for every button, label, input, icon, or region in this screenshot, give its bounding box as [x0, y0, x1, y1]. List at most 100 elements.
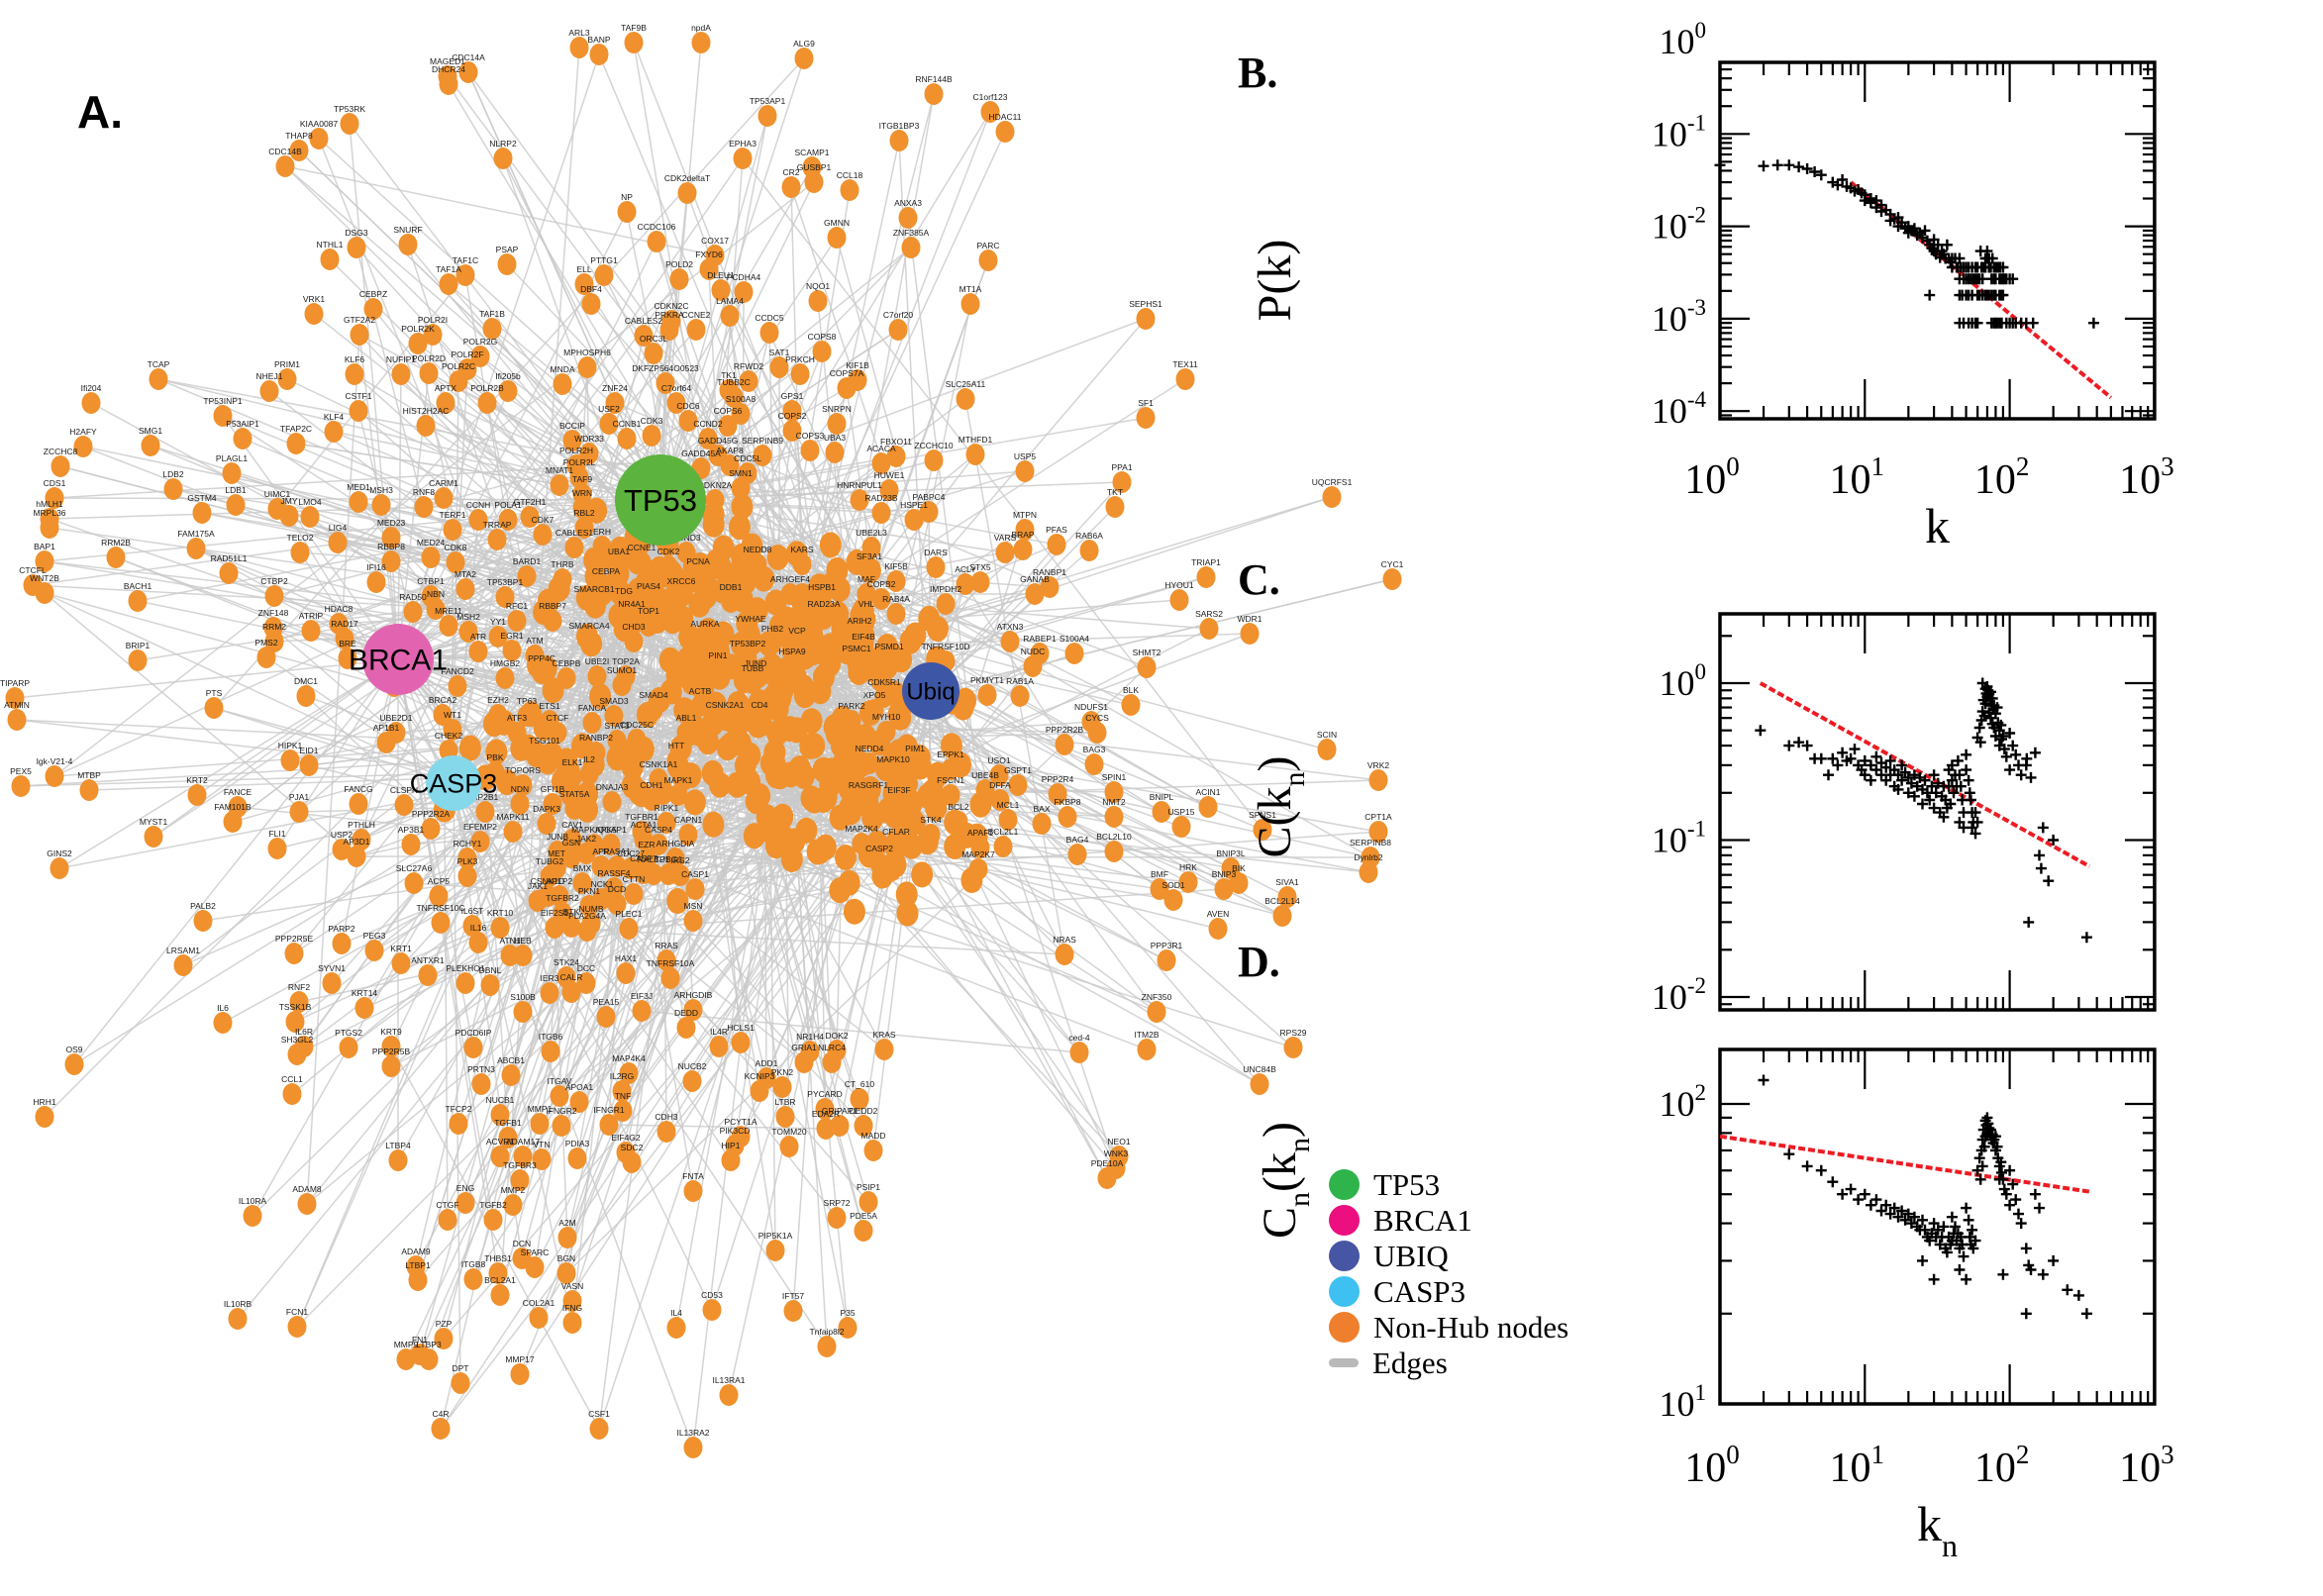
network-node: [956, 573, 975, 595]
network-node: [339, 1037, 358, 1058]
network-node-label: LMO4: [298, 497, 321, 507]
network-node: [604, 877, 624, 899]
network-node-label: MAPK1: [664, 775, 693, 785]
network-node-label: S100A8: [726, 394, 757, 404]
data-point: [1905, 777, 1917, 789]
network-node-label: ADAM9: [401, 1247, 431, 1256]
network-node-label: DCN: [513, 1239, 531, 1248]
data-point: [2027, 317, 2039, 329]
data-point: [1934, 807, 1946, 819]
network-node-label: PPP3R1: [1151, 941, 1183, 950]
data-point: [1983, 289, 1995, 301]
data-point: [2029, 1188, 2041, 1200]
axis-ticks: [1718, 614, 2156, 1010]
network-node-label: PBK: [486, 752, 503, 762]
data-point: [1865, 197, 1876, 209]
data-point: [2004, 1164, 2016, 1176]
data-point: [1963, 317, 1974, 329]
network-node-label: DCD: [608, 884, 626, 894]
network-node: [567, 1147, 587, 1169]
data-point: [1837, 747, 1849, 758]
network-node: [842, 710, 861, 732]
network-node: [659, 319, 679, 341]
data-point: [1896, 774, 1908, 786]
network-node: [898, 207, 918, 229]
network-node-label: RCHY1: [454, 839, 482, 848]
network-node: [587, 665, 607, 687]
network-node: [490, 1146, 510, 1167]
data-point: [1928, 246, 1940, 257]
network-node-label: EPHA3: [729, 139, 757, 149]
data-point: [1970, 828, 1981, 840]
network-node: [977, 684, 997, 706]
network-node: [462, 915, 482, 937]
data-point: [1986, 718, 1998, 730]
network-node-label: IL6: [217, 1003, 229, 1013]
network-node-label: TKT: [1107, 487, 1123, 497]
network-node: [617, 201, 637, 223]
hub-node-casp3: [426, 755, 481, 811]
data-point: [1845, 182, 1857, 194]
network-node-label: CTBP2: [260, 576, 288, 586]
network-node-label: PALB2: [190, 901, 216, 911]
data-point: [1998, 273, 2010, 285]
network-node: [905, 752, 925, 774]
network-node-label: UBE2L3: [856, 528, 887, 538]
network-node: [1010, 685, 1030, 707]
network-node: [541, 1041, 560, 1062]
data-point: [1919, 225, 1931, 237]
network-node: [458, 621, 478, 643]
data-point: [1938, 249, 1950, 260]
network-node: [676, 722, 696, 744]
data-point: [2080, 1308, 2092, 1320]
network-node-label: MMP2: [501, 1185, 526, 1195]
data-point: [1963, 289, 1974, 301]
data-point: [1888, 764, 1900, 776]
network-node-label: MED23: [377, 518, 406, 528]
network-node: [609, 555, 629, 577]
data-point: [1896, 217, 1908, 229]
network-node: [741, 623, 760, 645]
network-node-label: PZP: [436, 1319, 453, 1329]
data-point: [2035, 862, 2047, 874]
data-point: [1964, 787, 1975, 799]
network-node-label: ACLY: [955, 564, 976, 574]
network-filler-node: [812, 663, 835, 690]
network-node: [634, 325, 654, 347]
network-node-label: DLEU1: [707, 270, 735, 280]
network-node: [562, 1290, 582, 1312]
network-node-label: CEBPB: [553, 658, 581, 668]
network-node-label: IL4R: [710, 1027, 728, 1037]
network-node: [1013, 539, 1033, 560]
network-node: [586, 742, 606, 763]
network-filler-node: [900, 833, 923, 859]
network-node: [35, 1106, 54, 1128]
network-node-label: TOP1: [638, 606, 659, 616]
network-node-label: PRTN3: [467, 1064, 495, 1074]
data-point: [1928, 769, 1940, 781]
network-node: [173, 954, 193, 976]
network-node-label: IL6ST: [461, 906, 484, 916]
network-node: [429, 885, 449, 907]
data-point: [1928, 1218, 1940, 1230]
network-node: [11, 775, 31, 797]
network-node-label: MMP9: [394, 1340, 419, 1349]
network-node: [552, 1115, 571, 1137]
network-node: [163, 478, 183, 500]
network-node-label: C4R: [432, 1409, 449, 1419]
network-filler-node: [766, 545, 789, 570]
network-node: [750, 1080, 769, 1102]
network-node-label: XRCC6: [667, 576, 696, 586]
data-point: [1979, 289, 1991, 301]
network-filler-node: [688, 591, 711, 618]
data-point: [1982, 684, 1994, 696]
data-point: [1946, 774, 1958, 786]
network-node: [468, 509, 488, 531]
network-node: [1171, 816, 1191, 838]
network-node-label: PHB2: [761, 624, 783, 634]
network-node: [320, 249, 340, 270]
network-node-label: APTX: [435, 383, 457, 393]
network-node-label: ARHGEF4: [770, 574, 810, 584]
network-node: [304, 303, 324, 325]
network-node: [1136, 407, 1156, 429]
